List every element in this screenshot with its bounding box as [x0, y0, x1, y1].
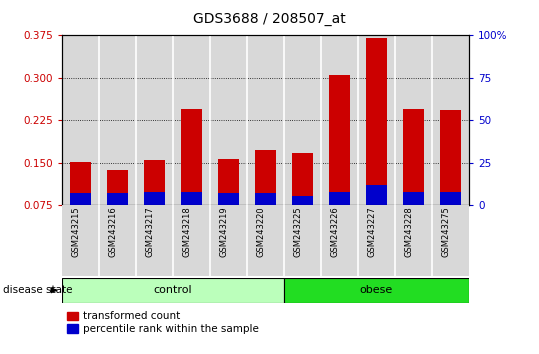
- Bar: [144, 160, 164, 205]
- Bar: [62, 205, 99, 276]
- Bar: [107, 193, 128, 205]
- Bar: [181, 192, 202, 205]
- Bar: [395, 35, 432, 205]
- Bar: [136, 205, 173, 276]
- Bar: [367, 38, 386, 205]
- Text: GSM243218: GSM243218: [183, 207, 191, 257]
- Bar: [395, 205, 432, 276]
- Bar: [284, 35, 321, 205]
- Bar: [255, 150, 275, 205]
- Bar: [62, 35, 99, 205]
- Bar: [99, 35, 136, 205]
- Bar: [247, 35, 284, 205]
- Text: disease state: disease state: [3, 285, 72, 295]
- Text: GSM243226: GSM243226: [330, 207, 340, 257]
- Bar: [173, 205, 210, 276]
- Bar: [218, 159, 239, 205]
- Bar: [62, 278, 284, 303]
- Bar: [329, 75, 350, 205]
- Bar: [210, 205, 247, 276]
- Bar: [284, 205, 321, 276]
- Bar: [358, 35, 395, 205]
- Text: GSM243215: GSM243215: [72, 207, 80, 257]
- Bar: [403, 109, 424, 205]
- Bar: [99, 205, 136, 276]
- Bar: [432, 205, 469, 276]
- Bar: [358, 205, 395, 276]
- Bar: [284, 278, 469, 303]
- Bar: [136, 35, 173, 205]
- Text: GDS3688 / 208507_at: GDS3688 / 208507_at: [193, 12, 346, 27]
- Text: GSM243219: GSM243219: [219, 207, 229, 257]
- Text: GSM243217: GSM243217: [146, 207, 155, 257]
- Bar: [218, 193, 239, 205]
- Bar: [403, 192, 424, 205]
- Bar: [247, 205, 284, 276]
- Text: GSM243228: GSM243228: [404, 207, 413, 257]
- Bar: [107, 170, 128, 205]
- Bar: [440, 192, 461, 205]
- Bar: [70, 193, 91, 205]
- Text: GSM243216: GSM243216: [108, 207, 118, 257]
- Legend: transformed count, percentile rank within the sample: transformed count, percentile rank withi…: [67, 312, 259, 334]
- Text: GSM243225: GSM243225: [293, 207, 302, 257]
- Bar: [173, 35, 210, 205]
- Bar: [440, 110, 461, 205]
- Bar: [181, 109, 202, 205]
- Text: control: control: [154, 285, 192, 295]
- Text: obese: obese: [360, 285, 393, 295]
- Bar: [321, 205, 358, 276]
- Text: GSM243275: GSM243275: [441, 207, 451, 257]
- Bar: [367, 185, 386, 205]
- Text: GSM243220: GSM243220: [257, 207, 265, 257]
- Bar: [432, 35, 469, 205]
- Bar: [70, 162, 91, 205]
- Bar: [255, 193, 275, 205]
- Bar: [321, 35, 358, 205]
- Bar: [292, 196, 313, 205]
- Text: GSM243227: GSM243227: [368, 207, 376, 257]
- Bar: [329, 192, 350, 205]
- Bar: [210, 35, 247, 205]
- Bar: [144, 192, 164, 205]
- Bar: [292, 153, 313, 205]
